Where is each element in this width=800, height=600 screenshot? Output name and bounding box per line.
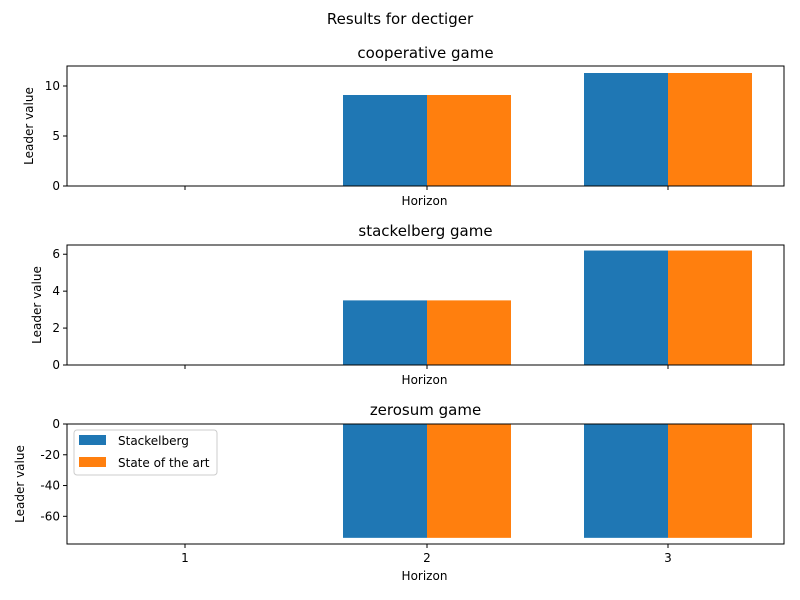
y-tick-label: 10: [45, 79, 60, 93]
plot-frame: [66, 65, 785, 187]
y-tick-label: 0: [52, 358, 60, 372]
x-axis-label: Horizon: [402, 194, 448, 208]
x-tick-label: 3: [664, 551, 672, 565]
subplot-1: 0 2 4 6 stackelberg game Horizon Leader value: [30, 222, 785, 387]
bar-state-of-the-art-2: [427, 95, 511, 186]
y-tick-label: -40: [40, 479, 60, 493]
bar-state-of-the-art-3: [668, 250, 752, 365]
bar-stackelberg-2: [343, 424, 427, 538]
bar-state-of-the-art-2: [427, 300, 511, 365]
subplot-title: cooperative game: [357, 44, 493, 62]
y-tick-label: -20: [40, 448, 60, 462]
legend-swatch: [79, 457, 106, 467]
bar-stackelberg-3: [584, 73, 668, 186]
bar-state-of-the-art-2: [427, 424, 511, 538]
legend-entry: State of the art: [118, 456, 210, 470]
legend-box: [73, 429, 218, 476]
y-tick-label: 0: [52, 179, 60, 193]
figure-title: Results for dectiger: [327, 10, 474, 28]
y-tick-label: 4: [52, 284, 60, 298]
x-tick-label: 2: [423, 551, 431, 565]
legend-entry: Stackelberg: [118, 434, 189, 448]
plot-frame: [66, 244, 785, 366]
subplot-title: stackelberg game: [358, 222, 492, 240]
y-tick-label: 6: [52, 247, 60, 261]
y-axis-label: Leader value: [30, 266, 44, 344]
bar-stackelberg-2: [343, 300, 427, 365]
subplot-title: zerosum game: [370, 401, 481, 419]
bar-stackelberg-3: [584, 424, 668, 538]
subplot-2: -60 -40 -20 0 1 2 3 zerosum game Horizon Leader v…: [13, 401, 785, 583]
x-axis-label: Horizon: [402, 569, 448, 583]
legend-swatch: [79, 435, 106, 445]
y-tick-label: 0: [52, 417, 60, 431]
x-tick-label: 1: [181, 551, 189, 565]
bar-state-of-the-art-3: [668, 424, 752, 538]
bar-state-of-the-art-3: [668, 73, 752, 186]
y-axis-label: Leader value: [13, 445, 27, 523]
bar-stackelberg-2: [343, 95, 427, 186]
plot-frame: [66, 423, 785, 545]
x-axis-label: Horizon: [402, 373, 448, 387]
y-axis-label: Leader value: [22, 87, 36, 165]
y-tick-label: 5: [52, 129, 60, 143]
y-tick-label: -60: [40, 509, 60, 523]
legend: Stackelberg State of the art: [73, 429, 218, 476]
bar-stackelberg-3: [584, 250, 668, 365]
y-tick-label: 2: [52, 321, 60, 335]
subplot-0: 0 5 10 cooperative game Horizon Leader value: [22, 44, 785, 208]
